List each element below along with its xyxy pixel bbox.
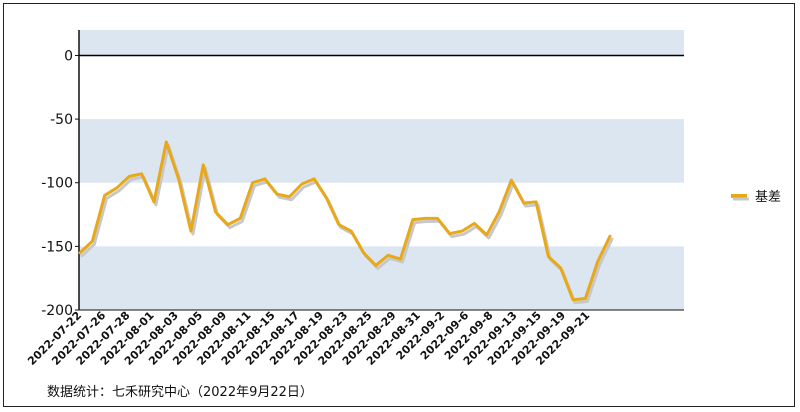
data-point	[609, 235, 611, 237]
y-tick-label: -100	[41, 176, 73, 192]
data-point	[325, 197, 327, 199]
data-point	[523, 202, 525, 204]
data-point	[227, 224, 229, 226]
data-point	[412, 218, 414, 220]
data-point	[165, 141, 167, 143]
data-point	[190, 230, 192, 232]
data-point	[288, 196, 290, 198]
data-point	[239, 217, 241, 219]
data-point	[91, 240, 93, 242]
data-point	[461, 230, 463, 232]
data-point	[584, 297, 586, 299]
series-layer	[78, 140, 614, 305]
y-tick-label: -150	[41, 239, 73, 255]
data-point	[140, 173, 142, 175]
data-point	[338, 224, 340, 226]
grid-band-1	[79, 119, 684, 183]
data-point	[202, 164, 204, 166]
legend-label: 基差	[755, 190, 781, 205]
data-point	[103, 194, 105, 196]
chart-frame	[3, 3, 795, 407]
data-point	[486, 234, 488, 236]
data-point	[559, 267, 561, 269]
data-point	[547, 255, 549, 257]
y-tick-label: -200	[41, 303, 73, 319]
y-tick-label: 0	[64, 48, 73, 64]
data-point	[436, 217, 438, 219]
data-point	[424, 217, 426, 219]
data-point	[387, 254, 389, 256]
data-point	[362, 252, 364, 254]
data-point	[177, 178, 179, 180]
data-point	[596, 260, 598, 262]
data-point	[128, 175, 130, 177]
data-point	[572, 299, 574, 301]
x-axis: 2022-07-222022-07-262022-07-282022-08-01…	[25, 309, 684, 368]
data-point	[313, 178, 315, 180]
data-point	[79, 252, 81, 254]
data-point	[214, 211, 216, 213]
background-bands	[79, 30, 684, 310]
data-point	[350, 230, 352, 232]
data-point	[153, 201, 155, 203]
series-line-basis	[78, 140, 612, 302]
y-tick-label: -50	[50, 112, 73, 128]
data-point	[498, 211, 500, 213]
data-point	[251, 182, 253, 184]
legend: 基差	[731, 190, 781, 205]
data-point	[116, 187, 118, 189]
data-point	[449, 232, 451, 234]
grid-band-0	[79, 30, 684, 56]
data-point	[375, 264, 377, 266]
data-point	[264, 178, 266, 180]
data-point	[399, 258, 401, 260]
data-point	[301, 183, 303, 185]
data-point	[276, 193, 278, 195]
source-note: 数据统计：七禾研究中心（2022年9月22日）	[47, 385, 313, 400]
data-point	[473, 222, 475, 224]
data-point	[510, 179, 512, 181]
data-point	[535, 201, 537, 203]
y-axis: 0 -50 -100 -150 -200	[41, 30, 684, 319]
